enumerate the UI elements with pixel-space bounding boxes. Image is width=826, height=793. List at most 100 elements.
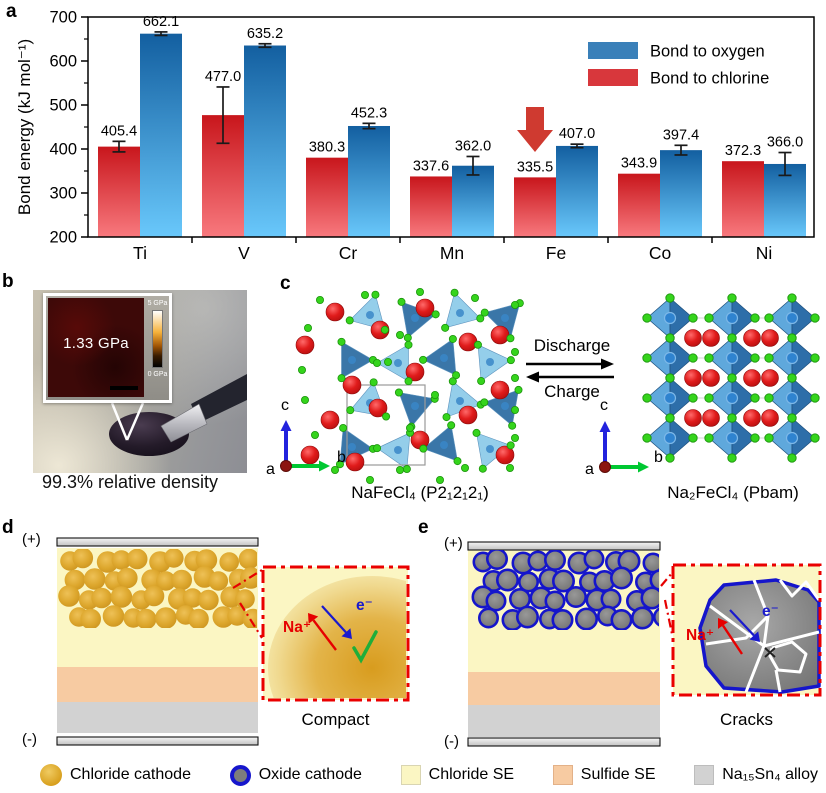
discharge-label: Discharge (533, 336, 611, 355)
chloride-cathode-particle (164, 549, 184, 568)
cl-atom (402, 465, 411, 474)
bar-chlorine-Mn (410, 176, 452, 237)
fe-atom (663, 311, 677, 325)
cl-atom (510, 348, 519, 357)
fe-atom (663, 431, 677, 445)
cl-atom (403, 333, 412, 342)
chloride-cathode-particle (235, 589, 255, 609)
legend-label: Sulfide SE (580, 766, 656, 783)
negative-electrode-label-d: (-) (22, 731, 37, 748)
cl-atom (480, 398, 489, 407)
value-label-oxygen-Fe: 407.0 (559, 126, 595, 142)
cl-atom (505, 463, 514, 472)
inset-callout-line (663, 599, 674, 635)
positive-electrode-label-d: (+) (22, 531, 41, 548)
value-label-chlorine-Ni: 372.3 (725, 143, 761, 159)
oxide-cathode-particle (610, 566, 634, 590)
value-label-oxygen-Ti: 662.1 (143, 14, 179, 30)
axis-b-arrow (605, 461, 649, 473)
fecl4-tetrahedron (422, 338, 457, 376)
fe-atom (486, 445, 494, 453)
value-label-oxygen-Co: 397.4 (663, 127, 699, 143)
oxide-cathode-particle (600, 588, 622, 610)
cl-atom (727, 453, 737, 463)
cl-atom (345, 316, 354, 325)
bar-chlorine-Cr (306, 157, 348, 237)
axis-a-label-left: a (266, 461, 275, 478)
fe-atom (411, 402, 419, 410)
cl-atom (506, 334, 515, 343)
cl-atom (339, 423, 348, 432)
cl-atom (665, 453, 675, 463)
cl-atom (470, 293, 479, 302)
oxide-cathode-particle (516, 605, 540, 629)
cl-atom (346, 406, 355, 415)
chloride-cathode-particle (155, 607, 177, 628)
bar-oxygen-Ti (140, 33, 182, 238)
bar-chlorine-Ti (98, 146, 140, 237)
legend-item-alloy: Na₁₅Sn₄ alloy (694, 765, 818, 785)
na-atom (458, 405, 478, 425)
fecl4-tetrahedron (376, 344, 409, 382)
crystal-structures-graphics (280, 287, 820, 484)
value-label-oxygen-Mn: 362.0 (455, 138, 491, 154)
electron-label-e: e⁻ (762, 603, 779, 620)
na-ion-arrow (308, 613, 337, 651)
cl-atom (448, 334, 457, 343)
panel-e: (+) (-) Na⁺ e⁻ Cracks (424, 516, 826, 766)
cl-atom (380, 325, 389, 334)
pellet-photo: 1.33 GPa 5 GPa 0 GPa (33, 290, 247, 473)
panel-d: (+) (-) Na⁺ e⁻ Compact (0, 516, 424, 766)
chloride-cathode-particle (143, 585, 165, 607)
check-icon (352, 630, 378, 664)
cl-atom (442, 413, 451, 422)
nafecl4-structure (295, 287, 524, 484)
fecl4-tetrahedron (422, 424, 458, 462)
modulus-value: 1.33 GPa (63, 335, 129, 352)
cl-atom (727, 373, 737, 383)
legend-label: Chloride SE (428, 766, 515, 783)
x-mark-icon (764, 647, 776, 658)
cl-atom (373, 359, 382, 368)
cl-atom (688, 353, 698, 363)
oxide-cathode-particle (544, 590, 566, 612)
cl-atom (750, 313, 760, 323)
cl-atom (441, 323, 450, 332)
fe-atom (394, 446, 402, 454)
cl-atom (311, 430, 320, 439)
cl-atom (688, 433, 698, 443)
cl-atom (405, 423, 414, 432)
cl-atom (404, 340, 413, 349)
cl-atom (665, 373, 675, 383)
bars-group (98, 33, 806, 238)
cl-atom (750, 353, 760, 363)
cl-atom (514, 385, 523, 394)
oxide-cathode-particle (496, 568, 520, 592)
y-tick-label: 500 (49, 97, 77, 115)
fe-atom (725, 351, 739, 365)
axis-a-dot (280, 460, 292, 472)
cl-atom (419, 444, 428, 453)
inset-pointer-line (125, 402, 145, 441)
x-tick-label-Fe: Fe (546, 243, 566, 263)
alloy-swatch-icon (694, 765, 715, 785)
scale-bar (110, 386, 138, 390)
axis-c-arrow (599, 421, 611, 467)
cl-atom (337, 374, 346, 383)
legend-item-chloride-cathode: Chloride cathode (40, 764, 191, 786)
fe-atom (501, 314, 509, 322)
value-label-oxygen-Ni: 366.0 (767, 135, 803, 151)
cl-atom (787, 293, 797, 303)
panel-b-label: b (2, 271, 14, 292)
cl-atom (335, 460, 344, 469)
cl-atom (727, 413, 737, 423)
oxide-cathode-particle (640, 586, 659, 610)
cl-atom (453, 457, 462, 466)
fe-atom (394, 359, 402, 367)
chloride-cathode-particle (102, 605, 125, 627)
cl-atom (727, 333, 737, 343)
bar-chlorine-Ni (722, 161, 764, 237)
cl-atom (331, 465, 340, 474)
cl-atom (361, 290, 370, 299)
value-label-chlorine-Co: 343.9 (621, 156, 657, 172)
